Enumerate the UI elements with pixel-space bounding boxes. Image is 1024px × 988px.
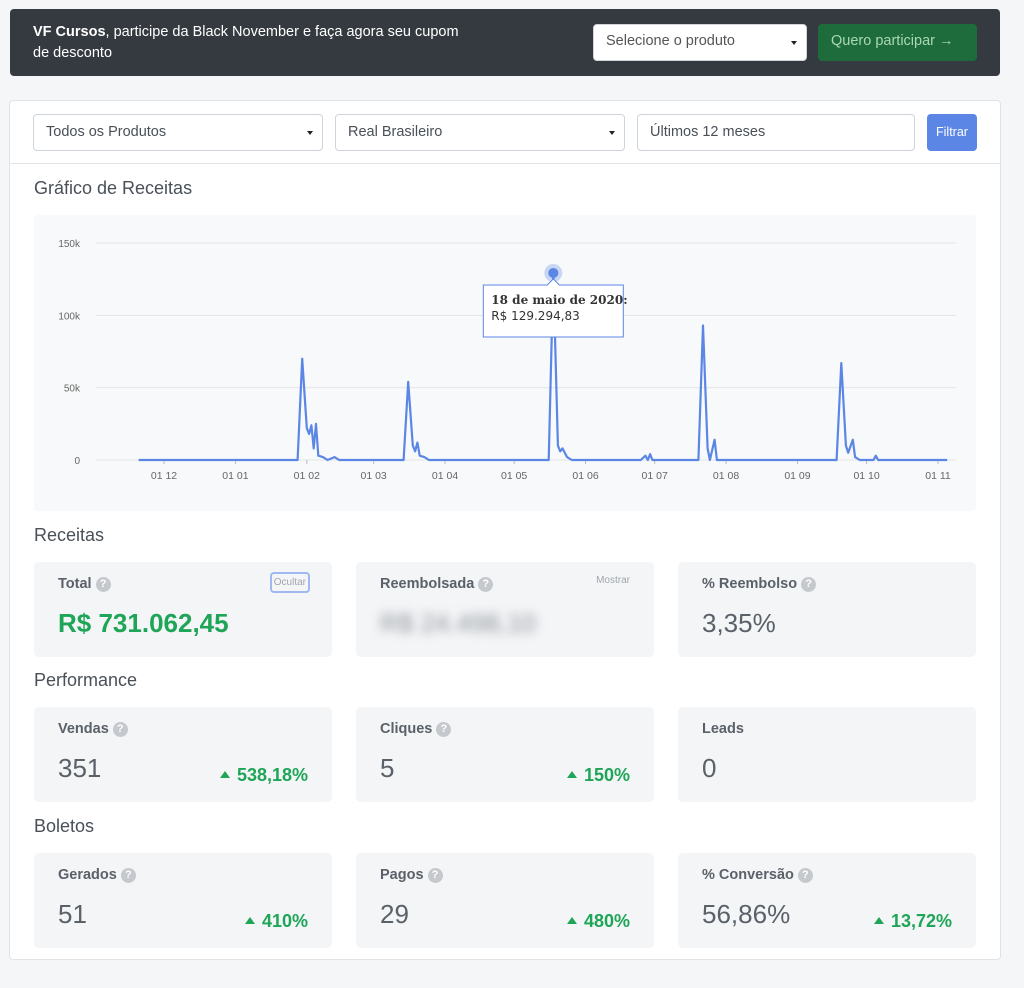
- show-refunded-toggle[interactable]: Mostrar: [596, 575, 630, 586]
- revenue-chart[interactable]: 0 50k 100k 150k 01 12 01 01 01 02 01 03 01 04 01 …: [34, 215, 976, 511]
- y-tick-label: 150k: [58, 239, 81, 250]
- chart-title: Gráfico de Receitas: [34, 178, 193, 198]
- stat-value: 29: [380, 899, 409, 929]
- stat-value: R$ 731.062,45: [58, 608, 229, 638]
- stat-value: 51: [58, 899, 87, 929]
- product-filter-label: Todos os Produtos: [46, 124, 167, 140]
- help-icon[interactable]: ?: [427, 868, 443, 883]
- stat-label: Vendas?: [58, 721, 128, 737]
- x-tick-label: 01 07: [642, 470, 668, 482]
- stat-value: 351: [58, 753, 102, 783]
- period-filter-input[interactable]: Últimos 12 meses: [637, 114, 915, 151]
- hide-total-toggle[interactable]: Ocultar: [269, 572, 310, 593]
- currency-filter-select[interactable]: Real Brasileiro: [335, 114, 625, 151]
- tooltip-date: 18 de maio de 2020:: [491, 293, 627, 307]
- x-tick-label: 01 01: [222, 470, 248, 482]
- stat-value: 3,35%: [702, 608, 776, 638]
- stat-pagos: Pagos? 29 480%: [356, 853, 654, 948]
- stat-label: % Reembolso?: [702, 576, 817, 592]
- stat-gerados: Gerados? 51 410%: [34, 853, 332, 948]
- stat-label: Leads: [702, 721, 744, 737]
- help-icon[interactable]: ?: [478, 577, 494, 592]
- x-tick-label: 01 09: [784, 470, 810, 482]
- y-tick-label: 100k: [58, 311, 81, 322]
- arrow-up-icon: [219, 771, 230, 778]
- x-tick-label: 01 11: [925, 470, 951, 482]
- currency-filter-label: Real Brasileiro: [348, 124, 443, 140]
- performance-title: Performance: [34, 670, 138, 690]
- highlight-point: [548, 267, 559, 278]
- x-tick-label: 01 04: [432, 470, 458, 482]
- stat-value: 5: [380, 753, 395, 783]
- product-select-label: Selecione o produto: [606, 33, 735, 49]
- stat-cliques: Cliques? 5 150%: [356, 707, 654, 802]
- x-tick-label: 01 03: [360, 470, 386, 482]
- caret-down-icon: [791, 41, 797, 45]
- participate-button[interactable]: Quero participar →: [818, 24, 977, 61]
- x-tick-label: 01 12: [151, 470, 177, 482]
- help-icon[interactable]: ?: [797, 868, 813, 883]
- caret-down-icon: [307, 131, 313, 135]
- help-icon[interactable]: ?: [436, 722, 452, 737]
- stat-value: 0: [702, 753, 717, 783]
- filter-bar: Todos os Produtos Real Brasileiro Último…: [10, 101, 1000, 164]
- stat-value-hidden: R$ 24.498,10: [380, 608, 537, 638]
- stat-total: Total? Ocultar R$ 731.062,45: [34, 562, 332, 657]
- stat-label: Cliques?: [380, 721, 452, 737]
- stat-label: % Conversão?: [702, 867, 813, 883]
- stat-label: Gerados?: [58, 867, 136, 883]
- caret-down-icon: [609, 131, 615, 135]
- arrow-up-icon: [873, 917, 884, 924]
- receitas-title: Receitas: [34, 525, 105, 545]
- stat-change: 480%: [566, 911, 630, 932]
- stat-label: Reembolsada?: [380, 576, 494, 592]
- product-filter-select[interactable]: Todos os Produtos: [33, 114, 323, 151]
- stat-change: 150%: [566, 765, 630, 786]
- stat-conversao: % Conversão? 56,86% 13,72%: [678, 853, 976, 948]
- stat-label: Pagos?: [380, 867, 443, 883]
- help-icon[interactable]: ?: [95, 577, 111, 592]
- x-tick-label: 01 08: [713, 470, 739, 482]
- stat-leads: Leads 0: [678, 707, 976, 802]
- dashboard-card: Todos os Produtos Real Brasileiro Último…: [9, 100, 1001, 960]
- revenue-series-line: [138, 271, 948, 462]
- period-filter-label: Últimos 12 meses: [650, 124, 766, 140]
- arrow-up-icon: [566, 917, 577, 924]
- help-icon[interactable]: ?: [120, 868, 136, 883]
- stat-change: 13,72%: [873, 911, 952, 932]
- banner-text: VF Cursos, participe da Black November e…: [33, 22, 473, 64]
- tooltip-value: R$ 129.294,83: [491, 309, 580, 323]
- product-select[interactable]: Selecione o produto: [593, 24, 807, 61]
- y-tick-label: 0: [74, 456, 80, 467]
- arrow-up-icon: [244, 917, 255, 924]
- x-tick-label: 01 05: [501, 470, 527, 482]
- help-icon[interactable]: ?: [112, 722, 128, 737]
- promo-banner: VF Cursos, participe da Black November e…: [10, 9, 1000, 76]
- stat-change: 410%: [244, 911, 308, 932]
- stat-value: 56,86%: [702, 899, 791, 929]
- banner-message: , participe da Black November e faça ago…: [33, 24, 459, 61]
- stat-change: 538,18%: [219, 765, 308, 786]
- x-tick-label: 01 06: [572, 470, 598, 482]
- stat-vendas: Vendas? 351 538,18%: [34, 707, 332, 802]
- arrow-up-icon: [566, 771, 577, 778]
- y-tick-label: 50k: [64, 384, 81, 395]
- stat-reembolso: % Reembolso? 3,35%: [678, 562, 976, 657]
- revenue-chart-svg: 0 50k 100k 150k 01 12 01 01 01 02 01 03 01 04 01 …: [58, 239, 956, 482]
- stat-label: Total?: [58, 576, 111, 592]
- banner-brand: VF Cursos: [33, 24, 106, 40]
- x-tick-label: 01 02: [294, 470, 320, 482]
- boletos-title: Boletos: [34, 816, 95, 836]
- x-tick-label: 01 10: [853, 470, 879, 482]
- filter-button[interactable]: Filtrar: [927, 114, 977, 151]
- help-icon[interactable]: ?: [801, 577, 817, 592]
- stat-reembolsada: Reembolsada? Mostrar R$ 24.498,10: [356, 562, 654, 657]
- chart-tooltip: [482, 278, 624, 338]
